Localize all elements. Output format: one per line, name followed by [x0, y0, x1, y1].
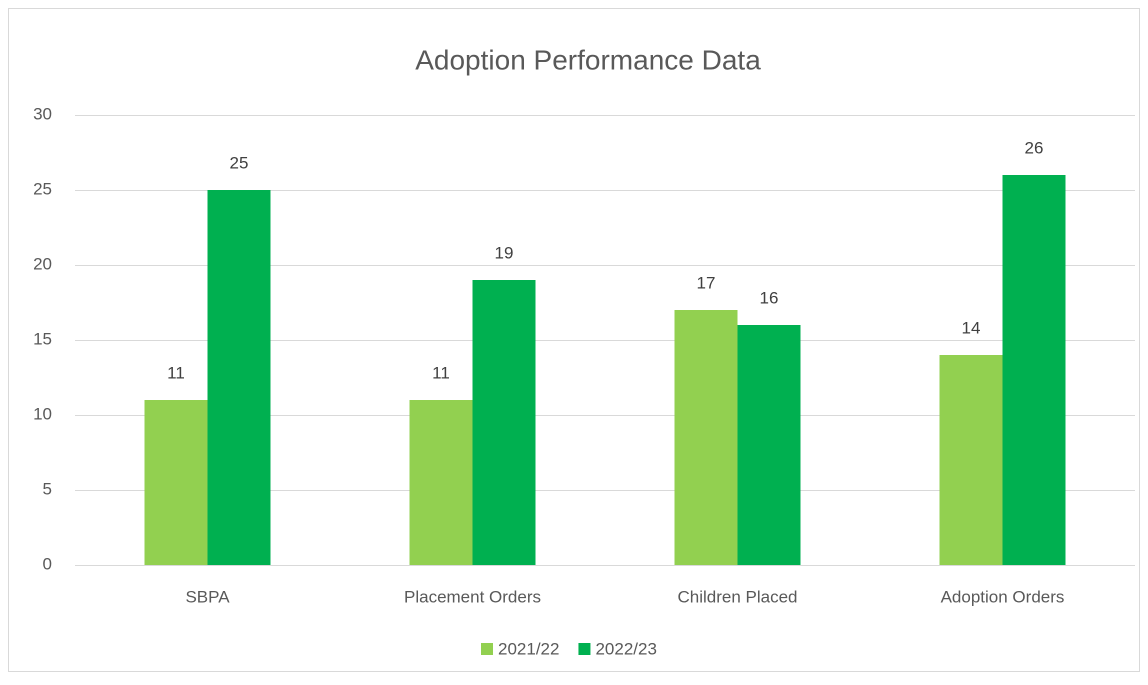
bar: [409, 400, 473, 565]
data-label: 25: [230, 153, 249, 172]
y-tick-label: 15: [33, 329, 52, 348]
data-label: 26: [1025, 138, 1044, 157]
y-tick-label: 5: [43, 479, 52, 498]
data-label: 17: [697, 273, 716, 292]
data-label: 19: [495, 243, 514, 262]
data-label: 11: [167, 363, 185, 382]
bar: [737, 325, 801, 565]
legend-swatch: [481, 643, 493, 655]
y-tick-label: 30: [33, 104, 52, 123]
x-tick-label: SBPA: [185, 587, 230, 606]
y-tick-label: 10: [33, 404, 52, 423]
bar: [1002, 175, 1066, 565]
data-label: 11: [432, 363, 450, 382]
bar: [144, 400, 208, 565]
data-label: 16: [760, 288, 779, 307]
data-label: 14: [962, 318, 981, 337]
x-tick-label: Adoption Orders: [941, 587, 1065, 606]
bar: [472, 280, 536, 565]
bar: [674, 310, 738, 565]
x-tick-label: Children Placed: [677, 587, 797, 606]
x-tick-label: Placement Orders: [404, 587, 541, 606]
y-tick-label: 25: [33, 179, 52, 198]
bar: [939, 355, 1003, 565]
chart-title: Adoption Performance Data: [415, 44, 761, 75]
y-tick-label: 20: [33, 254, 52, 273]
legend-swatch: [578, 643, 591, 655]
bar: [207, 190, 271, 565]
legend-label: 2022/23: [595, 639, 656, 658]
y-tick-label: 0: [43, 554, 52, 573]
legend-label: 2021/22: [498, 639, 559, 658]
